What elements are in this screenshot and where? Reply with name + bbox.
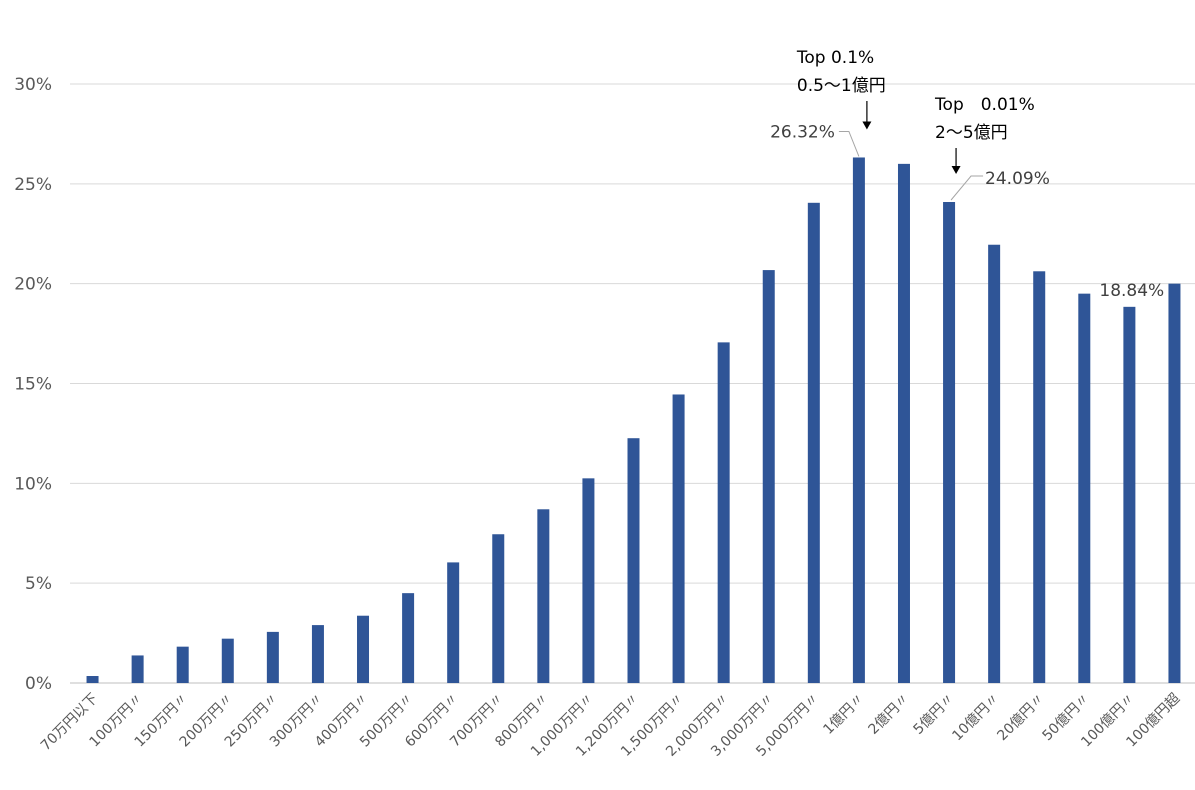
data-label: 24.09% bbox=[985, 169, 1050, 189]
annotations: Top 0.1% 0.5〜1億円 Top 0.01% 2〜5億円 bbox=[796, 48, 1035, 175]
bar bbox=[1123, 306, 1136, 683]
bar bbox=[176, 646, 189, 683]
bar bbox=[1033, 271, 1046, 683]
y-tick-label: 25% bbox=[14, 175, 52, 195]
data-label: 26.32% bbox=[770, 122, 835, 142]
annotation-arrow-head bbox=[951, 166, 961, 175]
bar bbox=[627, 438, 640, 683]
bar bbox=[311, 625, 324, 683]
y-tick-label: 5% bbox=[25, 574, 52, 594]
bar bbox=[897, 163, 910, 683]
bar bbox=[1168, 283, 1181, 683]
bar bbox=[717, 342, 730, 683]
bar bbox=[582, 478, 595, 683]
bar bbox=[492, 534, 505, 683]
data-label: 18.84% bbox=[1099, 281, 1164, 301]
bar bbox=[672, 394, 685, 683]
annotation-text: 0.5〜1億円 bbox=[797, 76, 886, 96]
x-tick-label: 10億円〃 bbox=[949, 691, 1003, 745]
bar bbox=[762, 270, 775, 683]
bar bbox=[447, 562, 460, 683]
annotation-arrow-head bbox=[862, 121, 872, 130]
bars bbox=[86, 157, 1181, 684]
bar bbox=[402, 593, 415, 683]
leader-line bbox=[838, 130, 860, 157]
y-tick-label: 30% bbox=[14, 75, 52, 95]
bar bbox=[852, 157, 865, 683]
bar bbox=[537, 509, 550, 683]
bar bbox=[357, 615, 370, 683]
y-axis-tick-labels: 0% 5% 10% 15% 20% 25% 30% bbox=[14, 75, 52, 694]
data-labels: 26.32% 24.09% 18.84% bbox=[770, 122, 1164, 300]
x-tick-label: 1億円〃 bbox=[820, 691, 867, 738]
x-tick-label: 20億円〃 bbox=[994, 691, 1048, 745]
bar bbox=[221, 638, 234, 683]
bar bbox=[266, 631, 279, 683]
bar bbox=[988, 244, 1001, 683]
bar bbox=[807, 202, 820, 683]
annotation-text: Top 0.1% bbox=[796, 48, 874, 68]
y-tick-label: 0% bbox=[25, 674, 52, 694]
leader-line bbox=[950, 175, 984, 201]
bar bbox=[943, 202, 956, 684]
x-tick-label: 2億円〃 bbox=[865, 691, 912, 738]
y-tick-label: 20% bbox=[14, 275, 52, 295]
y-tick-label: 15% bbox=[14, 375, 52, 395]
y-tick-label: 10% bbox=[14, 474, 52, 494]
annotation-text: 2〜5億円 bbox=[935, 123, 1008, 143]
bar bbox=[131, 655, 144, 683]
x-axis-tick-labels: 70万円以下100万円〃150万円〃200万円〃250万円〃300万円〃400万… bbox=[38, 691, 1183, 760]
bar bbox=[86, 676, 99, 683]
annotation-text: Top 0.01% bbox=[934, 95, 1035, 115]
bar bbox=[1078, 293, 1091, 683]
